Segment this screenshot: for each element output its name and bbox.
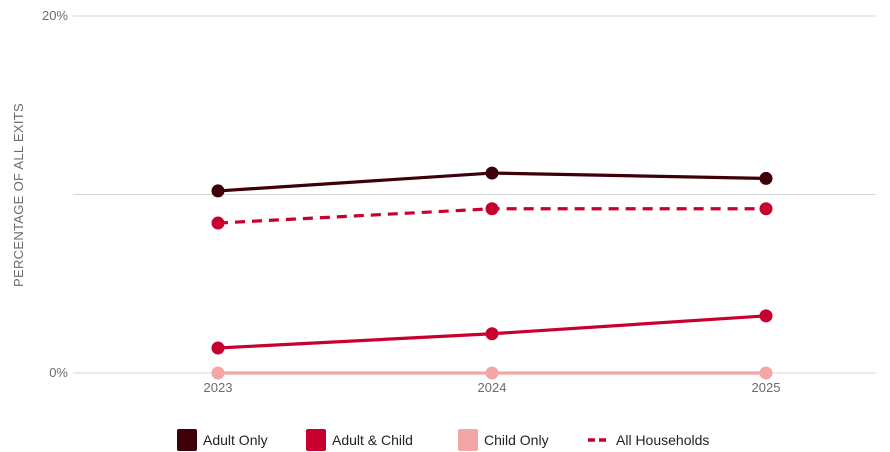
data-point-child-only[interactable] [211, 366, 225, 380]
data-point-child-only[interactable] [485, 366, 499, 380]
y-axis-ticks: 0% 20% [42, 8, 68, 380]
legend-label: All Households [616, 432, 709, 448]
x-axis-ticks: 2023 2024 2025 [204, 380, 781, 395]
legend-item-child-only[interactable]: Child Only [458, 429, 549, 451]
legend-item-adult-child[interactable]: Adult & Child [306, 429, 413, 451]
legend-label: Child Only [484, 432, 549, 448]
legend-label: Adult Only [203, 432, 268, 448]
legend-label: Adult & Child [332, 432, 413, 448]
gridlines [73, 15, 876, 374]
series-lines [211, 166, 773, 380]
legend-item-adult-only[interactable]: Adult Only [177, 429, 268, 451]
data-point-all-households[interactable] [485, 202, 499, 216]
legend-swatch [306, 429, 326, 451]
data-point-all-households[interactable] [211, 216, 225, 230]
data-point-adult-child[interactable] [211, 341, 225, 355]
y-tick-label: 20% [42, 8, 68, 23]
x-tick-label: 2023 [204, 380, 233, 395]
legend-swatch [177, 429, 197, 451]
data-point-adult-child[interactable] [759, 309, 773, 323]
data-point-adult-only[interactable] [485, 166, 499, 180]
data-point-all-households[interactable] [759, 202, 773, 216]
data-point-child-only[interactable] [759, 366, 773, 380]
x-tick-label: 2024 [478, 380, 507, 395]
y-axis-label: PERCENTAGE OF ALL EXITS [11, 103, 26, 287]
legend-swatch [458, 429, 478, 451]
data-point-adult-only[interactable] [211, 184, 225, 198]
data-point-adult-only[interactable] [759, 171, 773, 185]
legend: Adult Only Adult & Child Child Only All Hou… [177, 429, 709, 451]
x-tick-label: 2025 [752, 380, 781, 395]
data-point-adult-child[interactable] [485, 327, 499, 341]
y-tick-label: 0% [49, 365, 68, 380]
legend-item-all-households[interactable]: All Households [588, 432, 709, 448]
